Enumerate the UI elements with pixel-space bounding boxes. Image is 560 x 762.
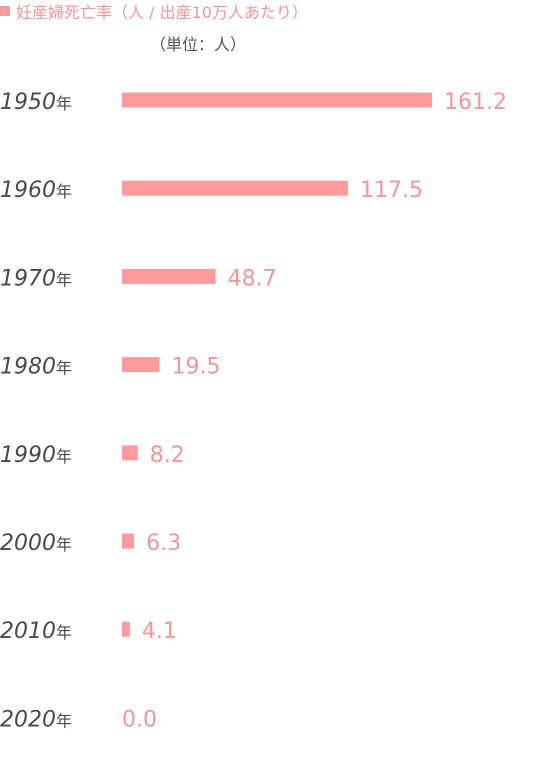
bar <box>122 92 432 108</box>
value-label: 0.0 <box>122 707 157 732</box>
value-label: 6.3 <box>146 531 181 556</box>
bar <box>122 621 130 637</box>
category-label: 2020年 <box>0 707 72 732</box>
value-label: 161.2 <box>444 90 507 115</box>
category-label: 1990年 <box>0 443 72 468</box>
category-label: 1970年 <box>0 266 72 291</box>
bar <box>122 445 138 461</box>
legend-label: 妊産婦死亡率（人 / 出産10万人あたり） <box>16 3 308 22</box>
category-label: 2000年 <box>0 531 72 556</box>
value-label: 4.1 <box>142 619 177 644</box>
unit-label: （単位：人） <box>150 35 247 54</box>
bar <box>122 357 160 373</box>
category-label: 1960年 <box>0 178 72 203</box>
value-label: 48.7 <box>228 266 277 291</box>
legend: 妊産婦死亡率（人 / 出産10万人あたり） <box>0 0 308 22</box>
value-label: 117.5 <box>360 178 423 203</box>
category-label: 1950年 <box>0 90 72 115</box>
bar <box>122 180 348 196</box>
value-label: 19.5 <box>172 355 221 380</box>
category-label: 2010年 <box>0 619 72 644</box>
bar <box>122 268 216 284</box>
legend-swatch <box>0 6 10 16</box>
category-label: 1980年 <box>0 355 72 380</box>
bar <box>122 533 135 549</box>
value-label: 8.2 <box>150 443 185 468</box>
